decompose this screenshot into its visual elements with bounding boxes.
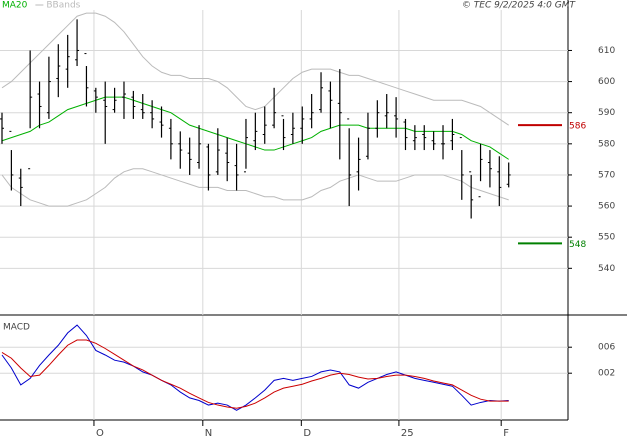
ohlc-bar	[487, 150, 492, 188]
ohlc-bar	[319, 72, 324, 113]
ohlc-bar	[18, 168, 23, 207]
ohlc-bar	[150, 100, 155, 129]
ohlc-bar	[75, 19, 80, 67]
ohlc-bar	[215, 128, 220, 175]
ohlc-bar	[168, 118, 173, 160]
y-tick-label: 540	[598, 264, 615, 274]
x-tick-label: O	[96, 428, 104, 439]
y-tick-label: 006	[598, 343, 615, 353]
ohlc-bar	[441, 125, 446, 160]
y-tick-label: 002	[598, 369, 615, 379]
level-label: 586	[569, 122, 586, 132]
ohlc-bar	[234, 143, 239, 191]
ohlc-bar	[290, 112, 295, 144]
ohlc-bar	[394, 97, 399, 138]
ohlc-bar	[28, 50, 33, 170]
ohlc-bar	[56, 44, 61, 98]
ohlc-bar	[272, 87, 277, 129]
ohlc-bar	[300, 106, 305, 144]
ohlc-bar	[178, 131, 183, 169]
ohlc-bar	[225, 137, 230, 182]
ohlc-bar	[337, 69, 342, 160]
ohlc-bar	[206, 143, 211, 191]
ohlc-bar	[0, 112, 4, 144]
ohlc-bar	[422, 125, 427, 151]
y-tick-label: 580	[598, 139, 615, 149]
ohlc-bar	[65, 34, 70, 88]
x-tick-label: F	[503, 428, 509, 439]
ohlc-bar	[450, 118, 455, 151]
source: © TEC 9/2/2025 4:0 GMT	[462, 1, 577, 11]
ohlc-bar	[328, 81, 333, 129]
ohlc-bar	[159, 106, 164, 138]
ohlc-bar	[375, 100, 380, 138]
y-tick-label: 610	[598, 46, 615, 56]
ohlc-bar	[103, 81, 108, 144]
ohlc-bar	[243, 118, 248, 173]
macd-line	[1, 339, 509, 409]
ohlc-bar	[497, 156, 502, 207]
bband-upper	[1, 12, 509, 126]
ohlc-bar	[412, 125, 417, 151]
ohlc-bar	[469, 171, 474, 219]
y-tick-label: 550	[598, 233, 615, 243]
ohlc-bar	[384, 94, 389, 129]
ohlc-bar	[37, 81, 42, 129]
macd-title: MACD	[3, 323, 30, 333]
ohlc-bar	[431, 131, 436, 151]
legend-entry: BBands	[46, 1, 80, 11]
ohlc-bar	[140, 94, 145, 119]
ohlc-bar	[478, 143, 483, 198]
ohlc-bar	[309, 94, 314, 129]
ohlc-bar	[365, 112, 370, 160]
x-tick-label: N	[205, 428, 212, 439]
ohlc-bar	[9, 130, 14, 191]
ohlc-bar	[187, 137, 192, 175]
ohlc-bar	[84, 53, 89, 107]
ohlc-bar	[131, 90, 136, 119]
x-tick-label: 25	[401, 428, 414, 439]
ohlc-bar	[506, 162, 511, 188]
ohlc-bar	[403, 118, 408, 151]
y-tick-label: 600	[598, 77, 615, 87]
ohlc-bar	[281, 115, 286, 151]
ohlc-bar	[121, 81, 126, 119]
y-tick-label: 560	[598, 202, 615, 212]
level-label: 548	[569, 240, 586, 250]
y-tick-label: 590	[598, 108, 615, 118]
ohlc-bar	[347, 118, 352, 207]
ohlc-bar	[197, 125, 202, 169]
ohlc-bar	[459, 137, 464, 200]
x-tick-label: D	[303, 428, 311, 439]
legend-entry: MA20	[2, 1, 28, 11]
y-tick-label: 570	[598, 170, 615, 180]
bband-lower	[1, 168, 509, 207]
ohlc-bar	[93, 87, 98, 113]
ohlc-bar	[262, 106, 267, 144]
macd-line	[1, 324, 509, 411]
ohlc-bar	[112, 87, 117, 113]
ohlc-bar	[356, 137, 361, 191]
ohlc-bar	[46, 56, 51, 119]
ohlc-bar	[253, 112, 258, 151]
